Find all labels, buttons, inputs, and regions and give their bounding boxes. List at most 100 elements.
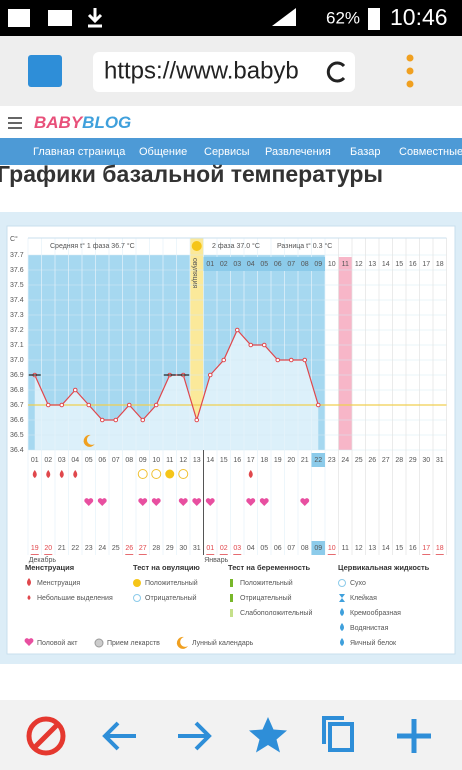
- legend-item: Небольшие выделения: [37, 594, 113, 602]
- temperature-point: [234, 327, 240, 333]
- date: 11: [342, 545, 349, 552]
- bookmark-button[interactable]: [249, 717, 287, 753]
- cycle-day: 05: [85, 457, 93, 464]
- cycle-day: 28: [395, 457, 403, 464]
- legend-title: Тест на беременность: [228, 563, 311, 572]
- nav-link[interactable]: Базар: [350, 146, 381, 158]
- legend-item: Сухо: [350, 580, 366, 587]
- nav-link[interactable]: Главная страница: [33, 146, 126, 158]
- y-tick-label: 36.4: [10, 447, 24, 454]
- legend-icon: [230, 579, 233, 587]
- block-button[interactable]: [26, 716, 66, 756]
- post-ovulation-day: 09: [314, 261, 322, 268]
- temperature-point: [86, 402, 92, 408]
- nav-link[interactable]: Развлечения: [265, 146, 331, 158]
- forward-button[interactable]: [178, 721, 212, 751]
- temperature-point: [207, 372, 213, 378]
- date: 01: [206, 545, 214, 552]
- legend-item: Водянистая: [350, 625, 389, 632]
- bottom-bar: [0, 700, 462, 770]
- cycle-day: 12: [179, 457, 187, 464]
- post-ovulation-day: 05: [260, 261, 268, 268]
- temperature-point: [45, 402, 51, 408]
- logo[interactable]: BABYBLOG: [34, 113, 131, 132]
- difference: Разница t° 0.3 °C: [277, 242, 332, 250]
- cycle-day: 18: [260, 457, 268, 464]
- date: 15: [395, 545, 403, 552]
- date: 06: [274, 545, 282, 552]
- cycle-day: 02: [44, 457, 52, 464]
- nav-link[interactable]: Общение: [139, 146, 187, 158]
- status-icon: [48, 10, 72, 26]
- y-tick-label: 37.4: [10, 297, 24, 304]
- new-tab-button[interactable]: [397, 719, 431, 753]
- today-date: [311, 541, 325, 555]
- legend-icon: [27, 595, 31, 600]
- cycle-day: 13: [193, 457, 201, 464]
- legend-item: Положительный: [240, 579, 293, 587]
- date: 29: [166, 545, 174, 552]
- y-tick-label: 36.5: [10, 432, 24, 439]
- battery-text: 62%: [326, 8, 360, 27]
- nav-link[interactable]: Сервисы: [204, 146, 250, 158]
- legend-item: Отрицательный: [240, 594, 292, 602]
- legend-item: Положительный: [145, 579, 198, 587]
- temperature-point: [221, 357, 227, 363]
- date: 04: [247, 545, 255, 552]
- temperature-point: [315, 402, 321, 408]
- expected-period: [338, 257, 352, 450]
- intercourse-heart: [151, 498, 161, 506]
- temperature-point: [99, 417, 105, 423]
- tabs-button[interactable]: [322, 716, 354, 752]
- y-tick-label: 36.9: [10, 372, 24, 379]
- cycle-day: 11: [166, 457, 173, 464]
- tab-button[interactable]: [28, 55, 62, 87]
- post-ovulation-day: 13: [368, 261, 376, 268]
- date: 25: [112, 545, 120, 552]
- date: 07: [287, 545, 295, 552]
- temperature-point: [194, 417, 200, 423]
- month-label: Декабрь: [29, 556, 57, 564]
- logo-part: BABY: [34, 113, 84, 132]
- legend-icon: [340, 623, 344, 631]
- date: 31: [193, 545, 201, 552]
- post-ovulation-day: 12: [355, 261, 363, 268]
- moon: [83, 434, 95, 447]
- y-tick-label: 36.6: [10, 417, 24, 424]
- post-ovulation-day: 03: [233, 261, 241, 268]
- post-ovulation-day: 07: [287, 261, 295, 268]
- signal-icon: [272, 8, 296, 26]
- date: 12: [355, 545, 363, 552]
- legend-icon: [133, 579, 141, 587]
- cycle-day: 21: [301, 457, 309, 464]
- cycle-day: 26: [368, 457, 376, 464]
- legend-icon: [27, 578, 31, 586]
- cycle-day: 06: [98, 457, 106, 464]
- temperature-point: [59, 402, 65, 408]
- url-field[interactable]: [93, 52, 355, 92]
- legend-item: Половой акт: [37, 639, 78, 647]
- cycle-day: 24: [341, 457, 349, 464]
- y-tick-label: 37.2: [10, 327, 24, 334]
- legend-item: Менструация: [37, 580, 80, 587]
- hamburger[interactable]: [8, 117, 22, 129]
- legend-icon: [24, 638, 34, 646]
- date: 02: [220, 545, 228, 552]
- reload-button[interactable]: [326, 61, 346, 83]
- nav-link[interactable]: Совместные: [399, 146, 462, 158]
- back-button[interactable]: [102, 721, 136, 751]
- red-date-mark: [44, 554, 53, 555]
- red-date-mark: [435, 554, 444, 555]
- legend-item: Отрицательный: [145, 594, 197, 602]
- legend-title: Менструация: [25, 563, 74, 572]
- date: 13: [368, 545, 376, 552]
- logo-part: BLOG: [82, 113, 131, 132]
- legend-icon: [338, 579, 346, 587]
- date: 26: [125, 545, 133, 552]
- date: 22: [71, 545, 79, 552]
- post-ovulation-day: 01: [206, 261, 214, 268]
- legend-item: Прием лекарств: [107, 640, 160, 647]
- post-ovulation-day: 06: [274, 261, 282, 268]
- menu-button[interactable]: [406, 54, 414, 88]
